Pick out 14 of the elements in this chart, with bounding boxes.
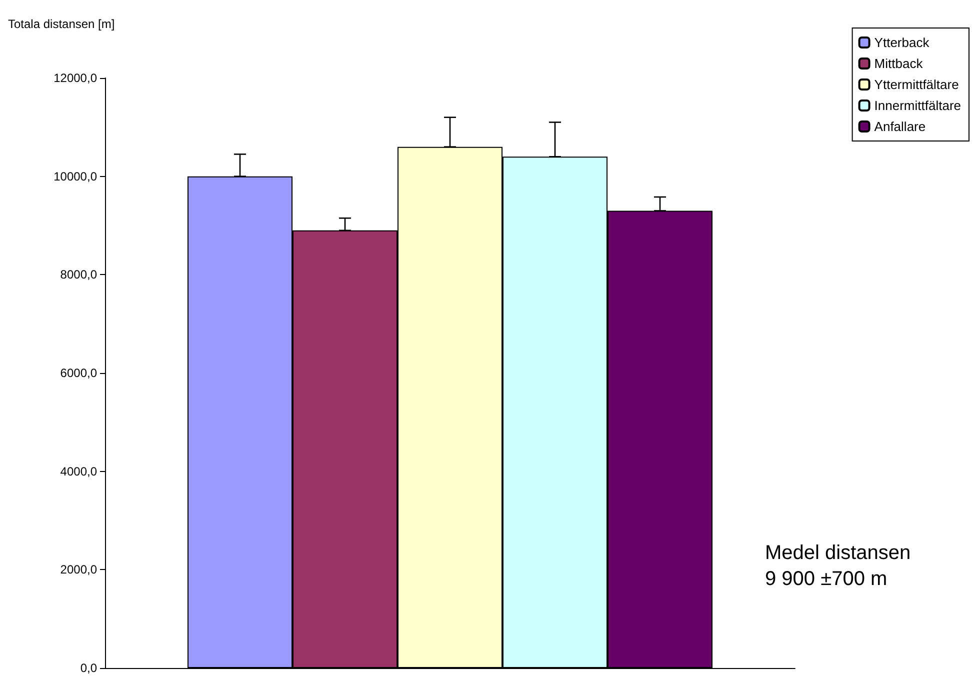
legend-label: Ytterback bbox=[874, 35, 930, 50]
legend-label: Anfallare bbox=[874, 119, 926, 134]
annotation: Medel distansen 9 900 ±700 m bbox=[765, 542, 911, 590]
legend-label: Yttermittfältare bbox=[874, 77, 959, 92]
legend-label: Mittback bbox=[874, 56, 924, 71]
y-tick-label: 12000,0 bbox=[54, 71, 98, 85]
y-tick-label: 4000,0 bbox=[60, 464, 98, 478]
y-tick-label: 10000,0 bbox=[54, 169, 98, 184]
y-tick-label: 6000,0 bbox=[60, 366, 98, 380]
y-tick-label: 8000,0 bbox=[60, 268, 98, 282]
legend-label: Innermittfältare bbox=[874, 98, 961, 113]
y-tick-label: 0,0 bbox=[80, 661, 98, 675]
y-axis-title: Totala distansen [m] bbox=[8, 17, 115, 31]
y-tick-label: 2000,0 bbox=[60, 562, 98, 577]
